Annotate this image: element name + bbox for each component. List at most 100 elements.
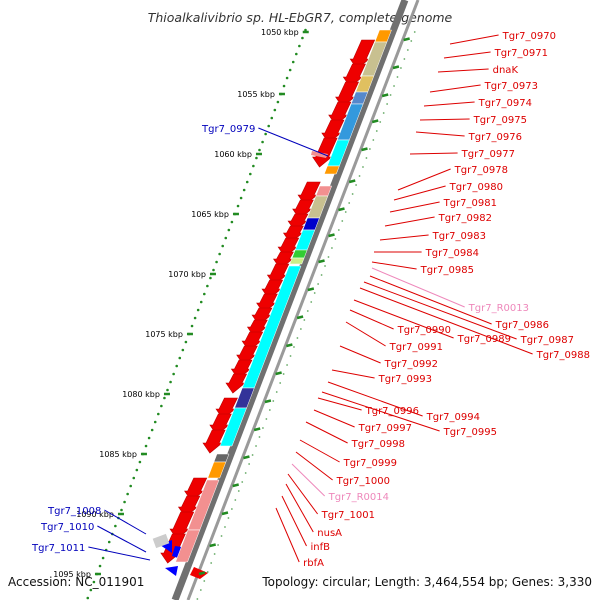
ruler-dot xyxy=(203,292,206,296)
ruler-dot xyxy=(298,44,301,48)
gene-label: Tgr7_0970 xyxy=(502,31,556,42)
gene-label: Tgr7_0971 xyxy=(494,48,548,59)
gene-label: Tgr7_1000 xyxy=(336,476,390,487)
gene-tick xyxy=(286,343,293,348)
outer-dot xyxy=(379,121,382,123)
outer-dot xyxy=(296,337,299,339)
gene-label: Tgr7_1001 xyxy=(321,510,375,521)
outer-dot xyxy=(396,76,399,78)
leader-line xyxy=(281,495,307,547)
gene-label: Tgr7_0986 xyxy=(495,320,549,331)
outer-dot xyxy=(324,265,326,267)
ruler-dot xyxy=(101,556,105,560)
ruler-dot xyxy=(258,148,261,152)
gene-label: Tgr7_0981 xyxy=(443,198,497,209)
ruler-dot xyxy=(212,268,215,272)
leader-line xyxy=(353,299,454,339)
leader-line xyxy=(339,345,381,364)
gene-tick xyxy=(318,259,325,264)
leader-line xyxy=(409,152,458,155)
leader-line xyxy=(345,321,386,347)
right-gene-labels: Tgr7_0970 Tgr7_0971 dnaK Tgr7_0973 Tgr7_0974… xyxy=(275,31,590,569)
leader-line xyxy=(258,127,329,157)
outer-dot xyxy=(375,130,378,132)
outer-dot xyxy=(355,184,357,186)
leader-line xyxy=(327,381,423,417)
gene-tick xyxy=(348,179,356,184)
kbp-ruler: 1050 kbp 1055 kbp 1060 kbp 1065 kbp 1070 kbp… xyxy=(53,28,309,600)
gene-tick xyxy=(198,571,206,576)
leader-line xyxy=(371,267,465,308)
outer-dot xyxy=(348,202,351,204)
outer-dot xyxy=(368,148,371,150)
gene-label: Tgr7_0991 xyxy=(389,342,443,353)
outer-dot xyxy=(410,40,413,42)
outer-dot xyxy=(282,373,285,375)
gene-tick xyxy=(371,119,379,124)
backbone-outer-arc xyxy=(186,0,420,600)
outer-dot xyxy=(362,166,364,168)
map-title: Thioalkalivibrio sp. HL-EbGR7, complete … xyxy=(148,10,453,25)
leader-line xyxy=(287,473,319,515)
gene-tick xyxy=(361,147,368,152)
ruler-dot xyxy=(288,68,292,72)
ruler-dot xyxy=(150,428,154,432)
ruler-dot xyxy=(221,244,224,248)
reverse-strand-track xyxy=(152,39,376,579)
grey-block xyxy=(152,533,170,549)
ruler-dot xyxy=(166,388,169,392)
outer-dot xyxy=(224,526,226,528)
ruler-dot xyxy=(304,28,307,32)
leader-line xyxy=(317,397,362,411)
outer-dot xyxy=(341,220,344,222)
gene-label: nusA xyxy=(317,528,342,539)
gene-tick xyxy=(264,399,272,404)
outer-dot xyxy=(265,418,268,420)
leader-line xyxy=(305,421,348,444)
leader-line xyxy=(397,168,451,191)
leader-line xyxy=(88,546,151,561)
gene-label: Tgr7_0997 xyxy=(358,423,412,434)
outer-dot xyxy=(331,247,333,249)
ruler-dot xyxy=(230,220,234,224)
ruler-dot xyxy=(193,316,197,320)
cog-segment xyxy=(289,257,305,265)
accession-text: Accession: NC_011901 xyxy=(8,575,144,589)
gene-label: Tgr7_0998 xyxy=(351,439,405,450)
outer-dot xyxy=(344,211,347,213)
gene-tick xyxy=(209,543,217,548)
ruler-dot xyxy=(209,276,212,280)
outer-dot xyxy=(382,112,385,114)
ruler-dot xyxy=(153,420,157,424)
kbp-label: 1060 kbp xyxy=(214,150,252,159)
outer-dot xyxy=(393,85,395,87)
outer-dot xyxy=(203,580,206,582)
outer-dot xyxy=(286,364,288,366)
outer-dot xyxy=(351,193,354,195)
ruler-dot xyxy=(157,412,160,416)
leader-line xyxy=(423,101,475,107)
outer-dot xyxy=(230,508,233,510)
ruler-dot xyxy=(239,196,243,200)
leader-line xyxy=(389,201,440,213)
outer-dot xyxy=(227,517,230,519)
gene-tick xyxy=(381,93,389,98)
ruler-dot xyxy=(129,484,132,488)
outer-dot xyxy=(237,490,240,492)
gene-label: Tgr7_0993 xyxy=(378,374,432,385)
ruler-dot xyxy=(196,308,200,312)
outer-dot xyxy=(313,292,316,294)
gene-label: Tgr7_0987 xyxy=(520,335,574,346)
gene-tick xyxy=(243,455,250,460)
gene-label: Tgr7_0982 xyxy=(438,213,492,224)
backbone xyxy=(171,0,420,600)
ruler-dot xyxy=(184,340,188,344)
leader-line xyxy=(449,34,499,45)
outer-dot xyxy=(268,409,271,411)
outer-dot xyxy=(213,553,216,555)
outer-dot xyxy=(389,94,392,96)
ruler-dot xyxy=(92,580,96,584)
gene-label: Tgr7_0980 xyxy=(449,182,503,193)
kbp-label: 1065 kbp xyxy=(191,210,229,219)
cog-segment xyxy=(207,461,227,479)
